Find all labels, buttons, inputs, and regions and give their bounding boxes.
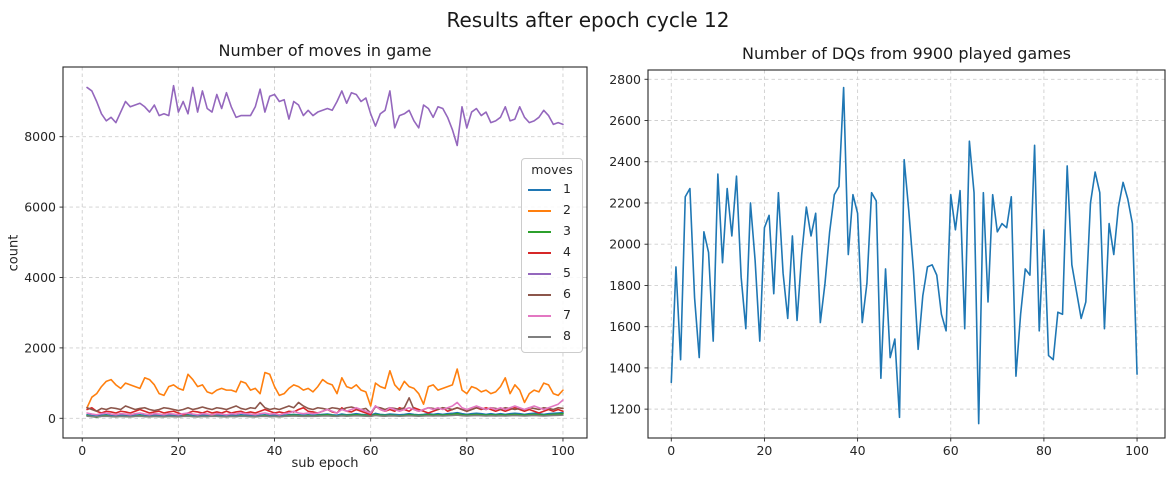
y-tick-label: 1400: [609, 360, 641, 375]
legend-label: 7: [563, 307, 571, 323]
y-tick-label: 1600: [609, 319, 641, 334]
axes-frame: [62, 66, 588, 439]
y-tick-label: 0: [48, 411, 56, 426]
series-line-2: [86, 368, 564, 409]
series-line-DQs: [670, 86, 1138, 425]
legend-item: 2: [528, 200, 576, 221]
y-tick-label: 8000: [24, 129, 56, 144]
y-tick-label: 1200: [609, 402, 641, 417]
x-tick-label: 0: [78, 443, 86, 458]
dqs-plot-title: Number of DQs from 9900 played games: [741, 44, 1071, 63]
legend-line-swatch: [528, 272, 551, 275]
subplot-dqs: Number of DQs from 9900 played games 0 20…: [609, 44, 1166, 458]
legend-label: 2: [563, 202, 571, 218]
legend-label: 4: [563, 244, 571, 260]
legend-item: 8: [528, 326, 576, 347]
y-tick-label: 2800: [609, 72, 641, 87]
y-tick-label: 2600: [609, 113, 641, 128]
dqs-chart-canvas: 0 20 40 60 80 100 1200 1400 1600 1800 2000 2200 2400…: [609, 69, 1166, 458]
figure-title: Results after epoch cycle 12: [446, 8, 730, 32]
legend-label: 6: [563, 286, 571, 302]
legend: moves 1 2 3 4 5 6 7 8: [521, 158, 583, 353]
y-tick-label: 4000: [24, 270, 56, 285]
y-tick-label: 2000: [609, 237, 641, 252]
moves-chart-canvas: 0 20 40 60 80 100 0 2000 4000 6000 8000: [24, 66, 588, 458]
y-tick-label: 2400: [609, 154, 641, 169]
legend-label: 5: [563, 265, 571, 281]
legend-line-swatch: [528, 314, 551, 317]
legend-line-swatch: [528, 335, 551, 338]
x-tick-label: 60: [943, 443, 959, 458]
series-line-7: [86, 399, 564, 416]
x-tick-label: 20: [756, 443, 772, 458]
x-tick-label: 0: [667, 443, 675, 458]
legend-items: 1 2 3 4 5 6 7 8: [528, 179, 576, 347]
x-tick-label: 80: [459, 443, 475, 458]
legend-line-swatch: [528, 188, 551, 191]
legend-item: 4: [528, 242, 576, 263]
y-tick-label: 2200: [609, 195, 641, 210]
y-tick-label: 2000: [24, 340, 56, 355]
x-tick-label: 100: [551, 443, 575, 458]
legend-label: 3: [563, 223, 571, 239]
series-line-5: [86, 84, 564, 147]
x-tick-label: 80: [1036, 443, 1052, 458]
legend-item: 1: [528, 179, 576, 200]
legend-item: 7: [528, 305, 576, 326]
x-tick-label: 40: [850, 443, 866, 458]
x-tick-label: 60: [363, 443, 379, 458]
moves-x-axis-label: sub epoch: [291, 456, 359, 471]
legend-line-swatch: [528, 209, 551, 212]
axes-frame: [647, 69, 1166, 439]
x-tick-label: 40: [267, 443, 283, 458]
legend-line-swatch: [528, 293, 551, 296]
y-tick-label: 1800: [609, 278, 641, 293]
x-tick-label: 100: [1125, 443, 1149, 458]
legend-title: moves: [531, 162, 573, 177]
legend-item: 5: [528, 263, 576, 284]
legend-item: 3: [528, 221, 576, 242]
series-line-8: [86, 414, 564, 418]
moves-y-axis-label: count: [6, 234, 22, 271]
moves-plot-title: Number of moves in game: [218, 41, 432, 60]
y-tick-label: 6000: [24, 200, 56, 215]
legend-label: 1: [563, 181, 571, 197]
legend-item: 6: [528, 284, 576, 305]
subplot-moves: Number of moves in game count sub epoch …: [7, 41, 588, 471]
x-tick-label: 20: [170, 443, 186, 458]
legend-line-swatch: [528, 251, 551, 254]
legend-line-swatch: [528, 230, 551, 233]
legend-label: 8: [563, 328, 571, 344]
